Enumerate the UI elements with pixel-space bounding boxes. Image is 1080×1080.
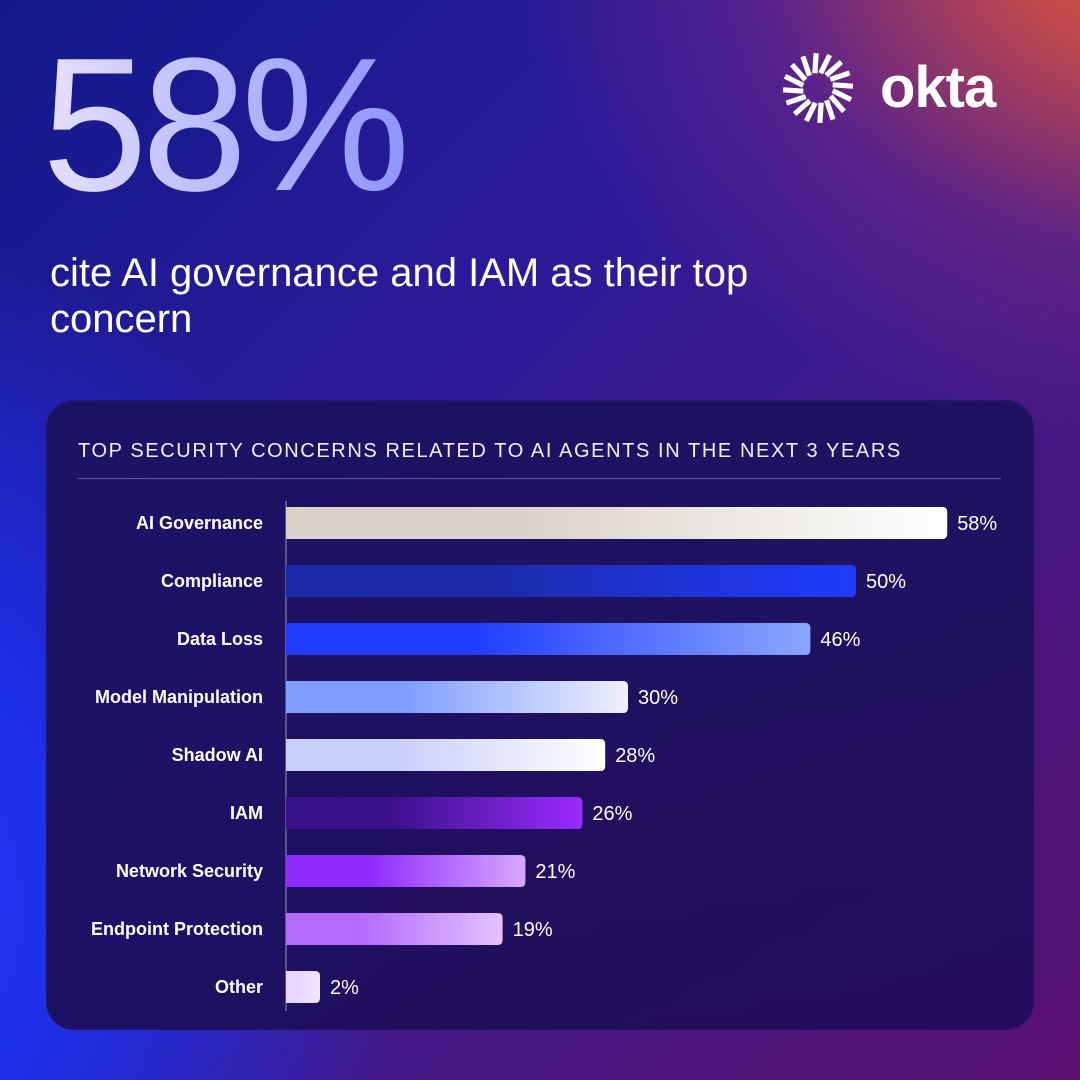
sunburst-ray [828, 94, 846, 114]
bar [286, 623, 811, 655]
headline-subtitle: cite AI governance and IAM as their top … [50, 251, 749, 341]
sunburst-ray [812, 52, 819, 74]
sunburst-ray [790, 62, 808, 82]
sunburst-ray [792, 98, 812, 116]
sunburst-ray [803, 101, 818, 123]
sunburst-ray [818, 53, 833, 75]
bar [286, 855, 526, 887]
bar [286, 681, 628, 713]
category-label: Other [215, 977, 263, 997]
bar [286, 739, 606, 771]
category-label: Endpoint Protection [91, 919, 263, 939]
value-label: 26% [592, 803, 632, 825]
sunburst-ray [783, 73, 805, 88]
sunburst-ray [824, 60, 844, 78]
category-label: Data Loss [177, 629, 263, 649]
sunburst-ray [800, 55, 812, 77]
okta-sunburst-icon [782, 52, 854, 124]
chart-panel: TOP SECURITY CONCERNS RELATED TO AI AGEN… [46, 400, 1034, 1030]
bar [286, 797, 583, 829]
sunburst-ray [831, 88, 853, 103]
sunburst-ray [824, 99, 836, 121]
sunburst-ray [785, 94, 807, 106]
bar [286, 971, 320, 1003]
category-label: Shadow AI [172, 745, 263, 765]
sunburst-ray [782, 87, 804, 94]
chart-title: TOP SECURITY CONCERNS RELATED TO AI AGEN… [78, 440, 902, 462]
bar [286, 565, 856, 597]
sunburst-ray [829, 70, 851, 82]
okta-logo: okta [778, 48, 996, 128]
value-label: 50% [866, 571, 906, 593]
bar-chart: AI Governance 58% Compliance 50% Data Loss 46… [91, 501, 997, 1011]
value-label: 58% [957, 513, 997, 535]
bar [286, 913, 503, 945]
value-label: 2% [330, 977, 359, 999]
sunburst-ray [817, 102, 824, 124]
title-divider [78, 478, 1001, 479]
category-label: IAM [230, 803, 263, 823]
category-label: Model Manipulation [95, 687, 263, 707]
brand-name: okta [880, 55, 996, 120]
value-label: 28% [615, 745, 655, 767]
category-label: Compliance [161, 571, 263, 591]
headline-stat: 58% [42, 19, 410, 231]
value-label: 21% [535, 861, 575, 883]
value-label: 46% [820, 629, 860, 651]
sunburst-ray [832, 82, 854, 89]
category-label: AI Governance [136, 513, 263, 533]
category-label: Network Security [116, 861, 263, 881]
bar [286, 507, 948, 539]
value-label: 30% [638, 687, 678, 709]
value-label: 19% [513, 919, 553, 941]
